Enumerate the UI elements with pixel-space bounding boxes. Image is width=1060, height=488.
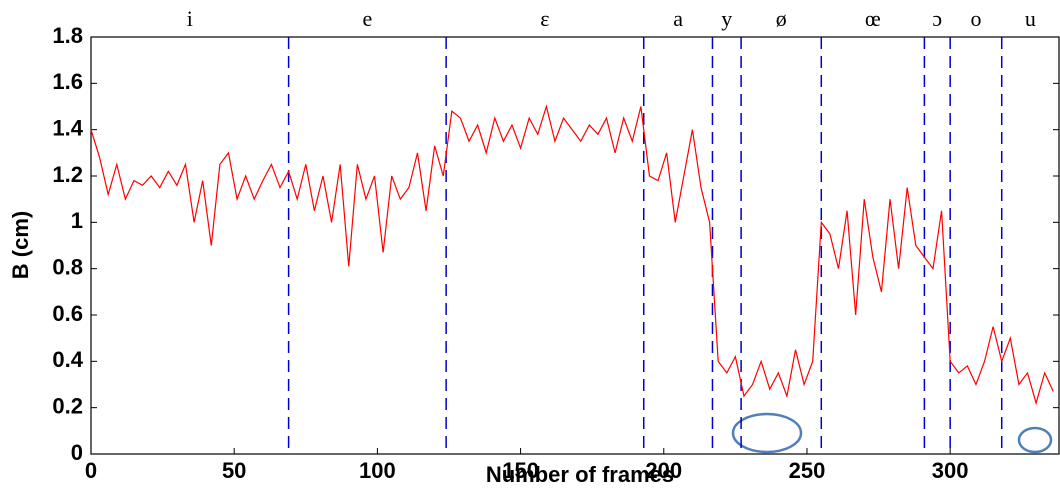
x-tick-label: 0: [85, 458, 97, 483]
y-tick-label: 1: [71, 208, 83, 233]
y-axis-title: B (cm): [8, 211, 33, 279]
segment-label: i: [187, 6, 193, 31]
segment-label: ɔ: [932, 6, 942, 31]
segment-label: œ: [865, 6, 881, 31]
y-tick-label: 1.4: [52, 115, 83, 140]
segment-label: ø: [776, 6, 787, 31]
y-tick-label: 1.2: [52, 162, 83, 187]
y-tick-label: 0: [71, 440, 83, 465]
x-axis-title: Number of frames: [486, 462, 674, 487]
data-line: [90, 104, 1054, 406]
y-tick-label: 1.6: [52, 69, 83, 94]
y-tick-label: 1.8: [52, 23, 83, 48]
segment-label: y: [721, 6, 732, 31]
x-tick-label: 200: [645, 458, 682, 483]
x-tick-label: 150: [502, 458, 539, 483]
x-tick-label: 50: [222, 458, 246, 483]
y-tick-label: 0.8: [52, 254, 83, 279]
segment-label: a: [673, 6, 683, 31]
highlight-ellipse: [1017, 426, 1053, 454]
segment-label: ɛ: [540, 6, 549, 31]
y-tick-label: 0.2: [52, 393, 83, 418]
y-tick-label: 0.4: [52, 347, 83, 372]
x-tick-label: 250: [789, 458, 826, 483]
segment-label: u: [1025, 6, 1036, 31]
highlight-ellipse: [731, 412, 803, 454]
segment-label: o: [970, 6, 981, 31]
x-tick-label: 100: [359, 458, 396, 483]
y-tick-label: 0.6: [52, 301, 83, 326]
x-tick-label: 300: [932, 458, 969, 483]
plot-frame: [90, 36, 1060, 455]
segment-label: e: [362, 6, 372, 31]
